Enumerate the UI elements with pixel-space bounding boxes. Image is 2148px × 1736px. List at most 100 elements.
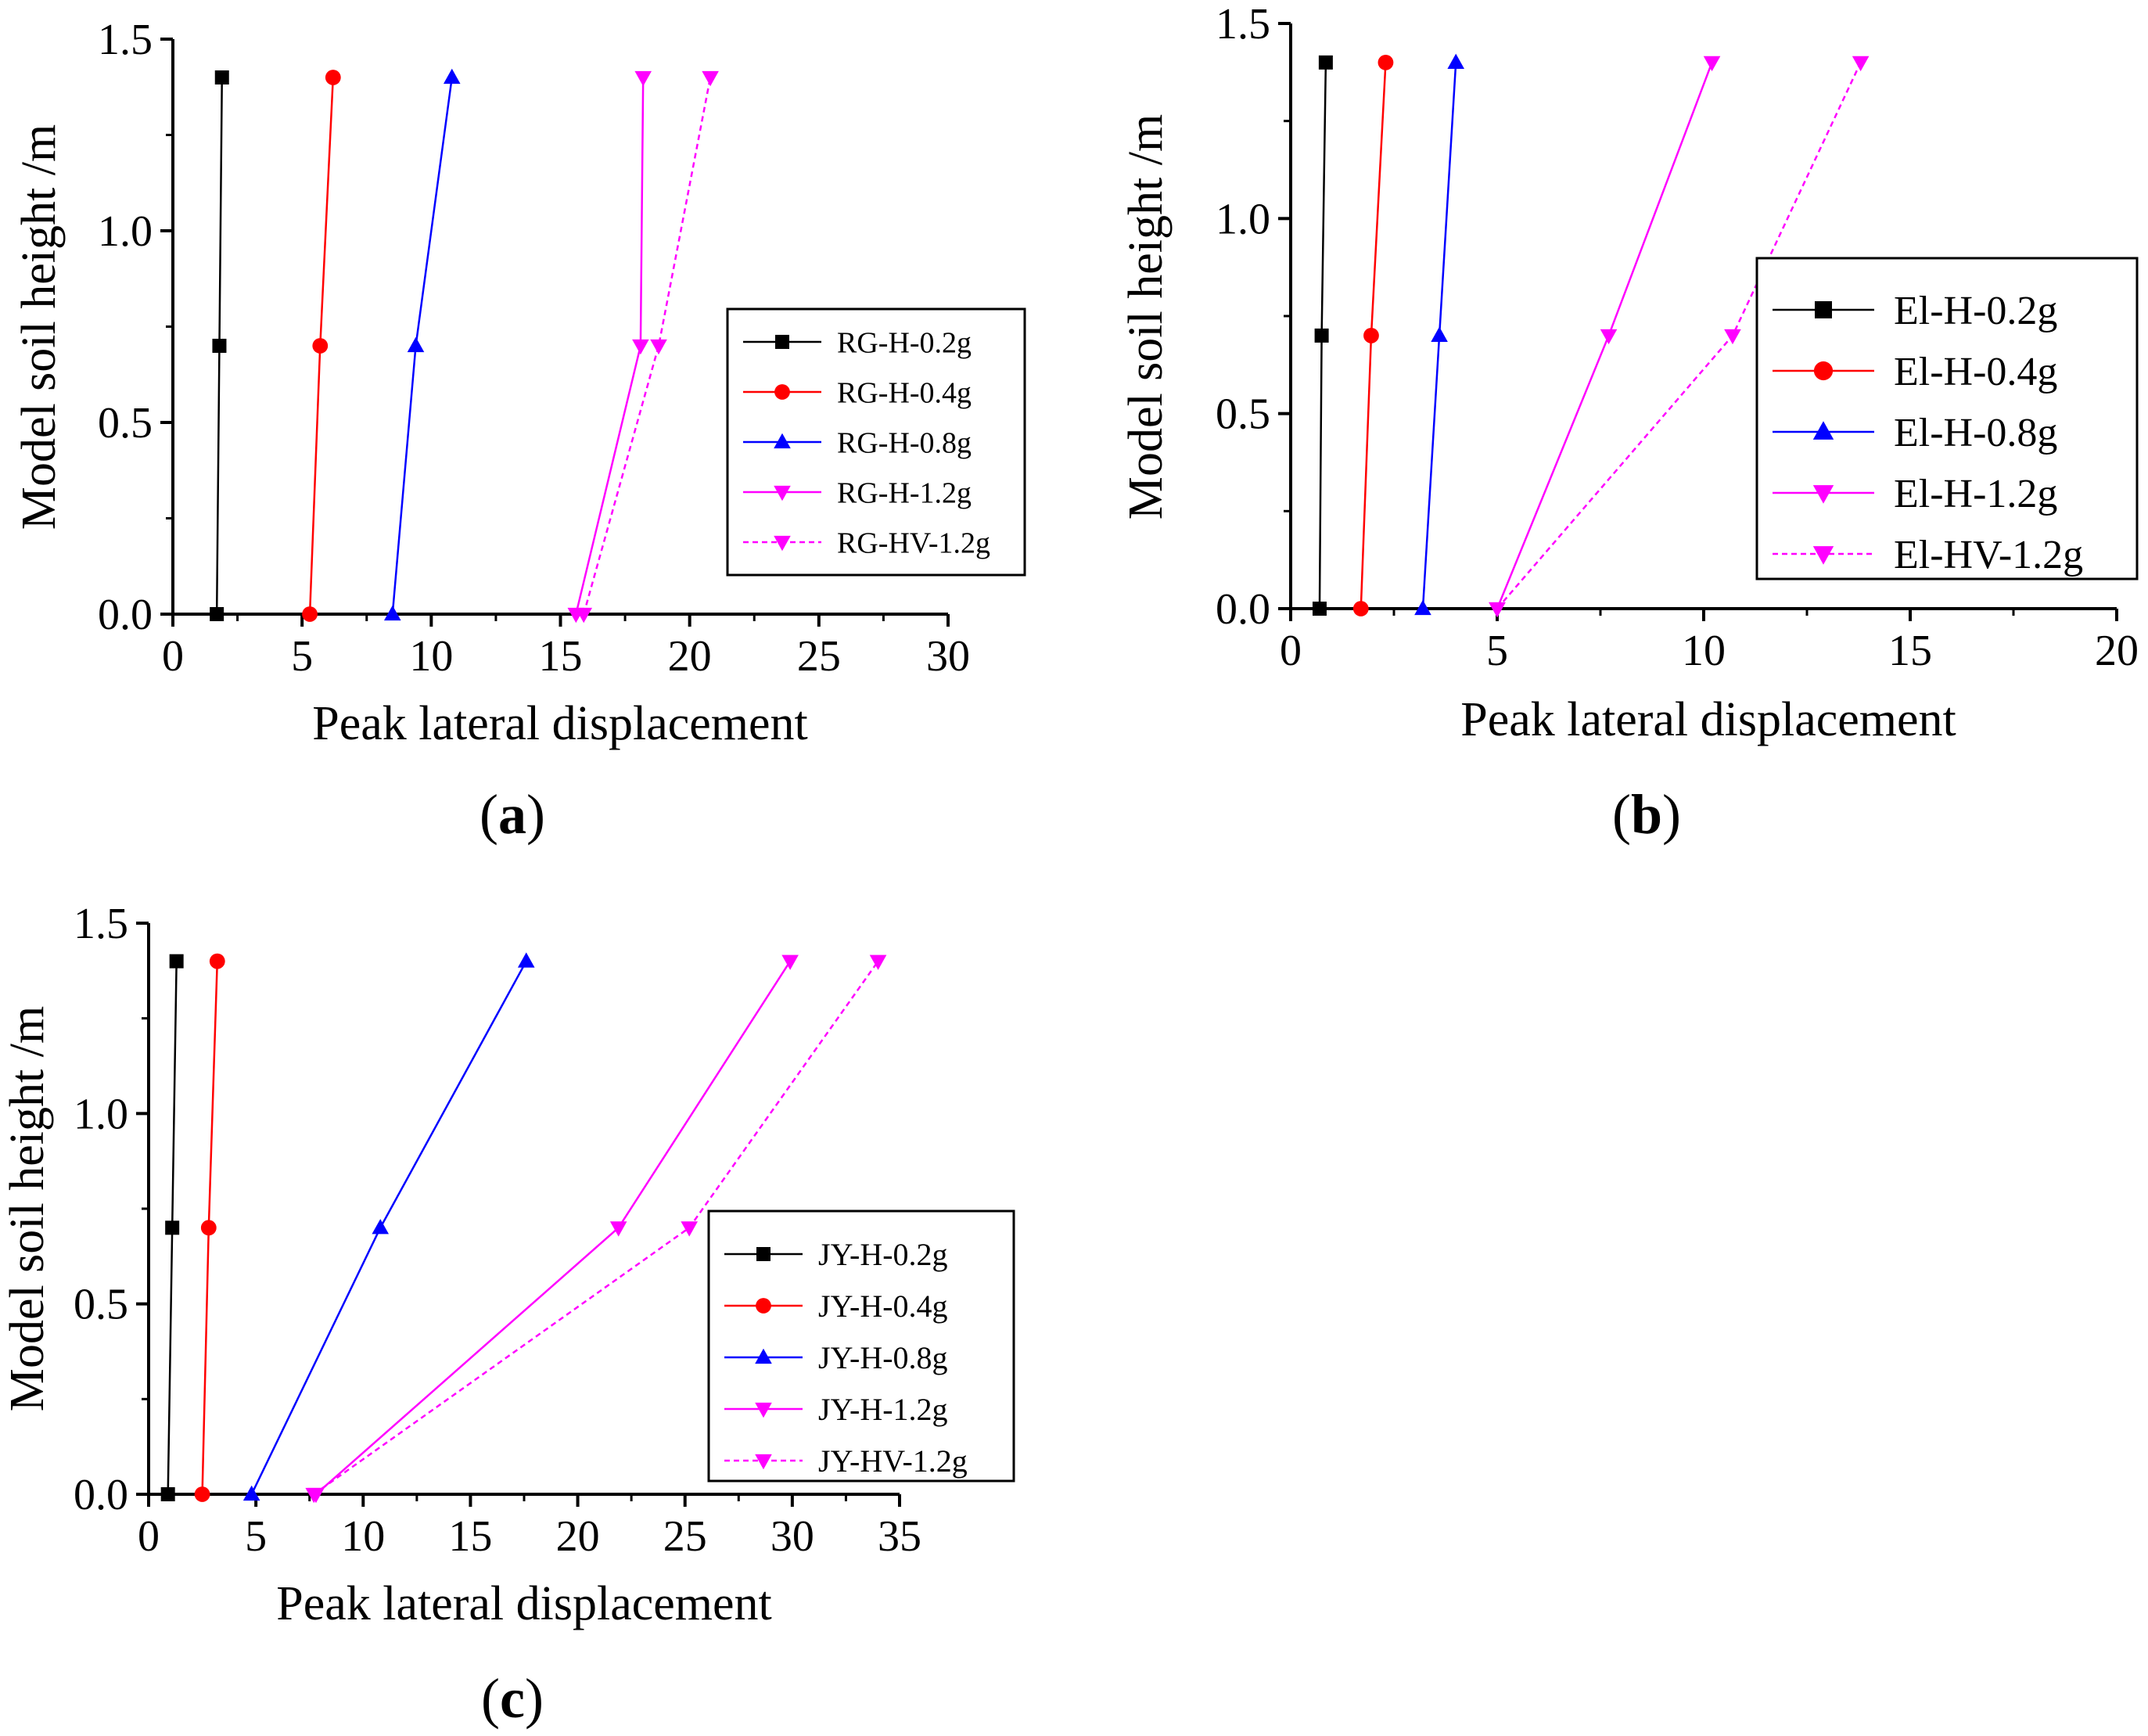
legend-swatch-marker bbox=[1812, 546, 1834, 565]
x-tick-label: 25 bbox=[663, 1512, 707, 1561]
data-point-RG-H-1.2g bbox=[632, 339, 649, 355]
data-point-JY-HV-1.2g bbox=[869, 954, 887, 970]
panel-label: (a) bbox=[480, 783, 545, 846]
data-point-JY-H-0.2g bbox=[169, 954, 184, 969]
data-point-JY-H-0.8g bbox=[242, 1485, 260, 1501]
series-line-JY-H-0.8g bbox=[250, 961, 527, 1495]
x-tick-label: 15 bbox=[448, 1512, 492, 1561]
panel-label-close-paren: ) bbox=[526, 783, 545, 846]
legend-entry-label: JY-H-0.8g bbox=[818, 1340, 948, 1375]
legend: JY-H-0.2g JY-H-0.4g JY-H-0.8g JY-H-1.2g JY-H… bbox=[707, 1209, 1015, 1483]
x-tick-label: 20 bbox=[668, 632, 712, 681]
x-tick-label: 30 bbox=[926, 632, 970, 681]
y-tick-label: 1.0 bbox=[1216, 195, 1270, 243]
data-point-JY-H-0.8g bbox=[372, 1219, 390, 1235]
data-point-RG-HV-1.2g bbox=[575, 607, 593, 624]
y-tick-label: 0.0 bbox=[1216, 585, 1270, 634]
y-tick-label: 1.5 bbox=[74, 900, 128, 948]
data-point-JY-H-0.4g bbox=[209, 953, 225, 969]
legend-entry-label: El-HV-1.2g bbox=[1894, 533, 2083, 577]
data-point-JY-H-0.8g bbox=[517, 952, 535, 968]
panel-label-open-paren: ( bbox=[481, 1667, 500, 1730]
data-point-RG-H-0.2g bbox=[212, 339, 227, 353]
data-point-El-H-0.4g bbox=[1363, 328, 1379, 343]
x-axis-title: Peak lateral displacement bbox=[312, 697, 808, 750]
y-tick-label: 1.5 bbox=[1216, 0, 1270, 49]
data-point-RG-H-0.4g bbox=[325, 70, 341, 85]
x-tick-label: 5 bbox=[291, 632, 313, 681]
series-line-RG-H-1.2g bbox=[575, 77, 645, 615]
x-tick-label: 10 bbox=[409, 632, 453, 681]
y-tick-label: 1.5 bbox=[98, 16, 153, 64]
chart-panel-c: 0 5 10 15 20 25 30 35 0.0 0.5 1.0 1.5 Peak lateral d… bbox=[1, 900, 1015, 1730]
data-point-JY-H-1.2g bbox=[781, 954, 799, 970]
legend-entry-label: JY-H-0.4g bbox=[818, 1289, 948, 1324]
legend-swatch-marker bbox=[774, 485, 791, 501]
x-axis-title: Peak lateral displacement bbox=[276, 1577, 772, 1630]
legend-swatch-marker bbox=[1812, 421, 1834, 440]
data-point-El-H-0.2g bbox=[1318, 55, 1333, 70]
legend-swatch-marker bbox=[755, 1454, 772, 1470]
chart-panel-b: 0 5 10 15 20 0.0 0.5 1.0 1.5 Peak lateral displac… bbox=[1119, 0, 2139, 846]
legend-entry-label: RG-H-1.2g bbox=[837, 476, 972, 509]
data-point-RG-H-0.8g bbox=[407, 336, 425, 353]
legend: El-H-0.2g El-H-0.4g El-H-0.8g El-H-1.2g El-H… bbox=[1755, 257, 2139, 580]
data-point-JY-HV-1.2g bbox=[681, 1221, 698, 1237]
legend-entry-label: JY-H-1.2g bbox=[818, 1392, 948, 1427]
x-tick-label: 30 bbox=[770, 1512, 814, 1561]
y-tick-label: 0.5 bbox=[74, 1281, 128, 1329]
x-tick-label: 20 bbox=[2095, 627, 2139, 675]
y-axis-title: Model soil height /m bbox=[1119, 114, 1173, 519]
data-point-JY-H-0.2g bbox=[160, 1487, 175, 1501]
data-point-JY-HV-1.2g bbox=[305, 1487, 322, 1504]
panel-label-close-paren: ) bbox=[525, 1667, 544, 1730]
series-line-RG-H-0.8g bbox=[391, 77, 453, 615]
panel-label-letter: b bbox=[1631, 783, 1662, 846]
data-point-RG-H-0.2g bbox=[214, 70, 229, 84]
legend-entry-label: JY-H-0.2g bbox=[818, 1237, 948, 1272]
legend-swatch-marker bbox=[774, 535, 791, 552]
data-point-El-H-1.2g bbox=[1703, 56, 1721, 72]
data-point-JY-H-0.4g bbox=[194, 1486, 210, 1502]
x-tick-label: 5 bbox=[1486, 627, 1508, 675]
data-point-El-H-0.2g bbox=[1312, 602, 1327, 616]
data-point-El-HV-1.2g bbox=[1852, 56, 1870, 72]
panel-label: (b) bbox=[1612, 783, 1681, 846]
data-point-RG-H-0.8g bbox=[443, 68, 461, 84]
panel-label-letter: c bbox=[500, 1667, 525, 1730]
y-tick-label: 0.0 bbox=[74, 1471, 128, 1519]
y-tick-label: 1.0 bbox=[74, 1090, 128, 1138]
panel-label-letter: a bbox=[498, 783, 526, 846]
x-tick-label: 0 bbox=[138, 1512, 160, 1561]
legend-swatch-marker bbox=[755, 1402, 772, 1418]
legend-entry-label: El-H-0.8g bbox=[1894, 411, 2057, 455]
x-tick-label: 20 bbox=[556, 1512, 600, 1561]
data-point-El-HV-1.2g bbox=[1489, 602, 1506, 618]
legend-entry-label: El-H-1.2g bbox=[1894, 472, 2057, 516]
series-line-RG-HV-1.2g bbox=[583, 77, 712, 615]
data-point-El-H-0.2g bbox=[1314, 328, 1329, 343]
y-tick-label: 0.0 bbox=[98, 591, 153, 639]
x-tick-label: 25 bbox=[797, 632, 841, 681]
chart-panel-a: 0 5 10 15 20 25 30 0.0 0.5 1.0 1.5 Peak lateral dis… bbox=[13, 16, 1026, 846]
y-tick-label: 1.0 bbox=[98, 207, 153, 256]
data-point-RG-H-0.4g bbox=[312, 338, 329, 354]
legend-swatch-marker bbox=[756, 1247, 770, 1261]
data-point-El-H-0.4g bbox=[1378, 54, 1394, 70]
data-point-RG-H-0.8g bbox=[383, 605, 401, 621]
legend-swatch-marker bbox=[755, 1348, 772, 1364]
panel-label-open-paren: ( bbox=[480, 783, 498, 846]
data-point-RG-H-0.4g bbox=[302, 606, 318, 622]
y-axis-title: Model soil height /m bbox=[13, 124, 66, 530]
legend-entry-label: JY-HV-1.2g bbox=[818, 1443, 968, 1479]
legend-swatch-marker bbox=[774, 384, 790, 400]
x-tick-label: 0 bbox=[1280, 627, 1302, 675]
x-tick-label: 35 bbox=[878, 1512, 921, 1561]
x-tick-label: 10 bbox=[341, 1512, 385, 1561]
legend-entry-label: RG-H-0.4g bbox=[837, 376, 972, 409]
legend-entry-label: RG-HV-1.2g bbox=[837, 527, 990, 559]
data-point-RG-HV-1.2g bbox=[650, 339, 667, 355]
legend-entry-label: RG-H-0.2g bbox=[837, 326, 972, 359]
x-tick-label: 5 bbox=[245, 1512, 267, 1561]
